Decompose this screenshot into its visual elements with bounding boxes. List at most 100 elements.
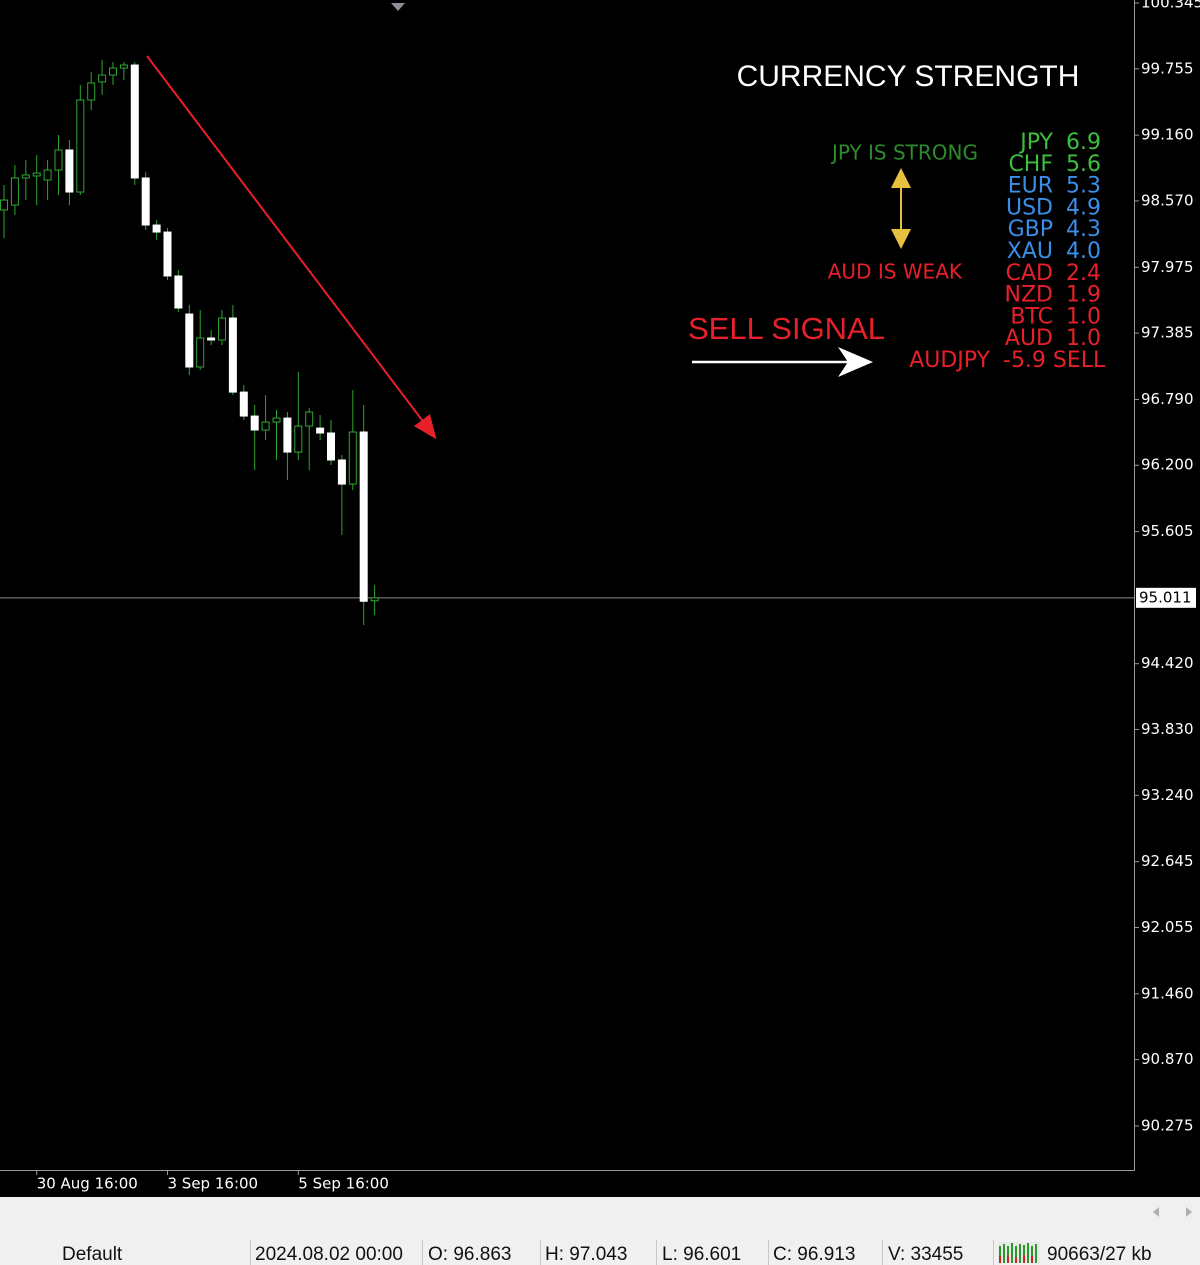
- status-high: H: 97.043: [545, 1244, 627, 1265]
- candle-body: [174, 275, 183, 309]
- y-tick-label: 90.275: [1141, 1116, 1194, 1134]
- candle-body: [163, 231, 172, 277]
- pair-signal: -5.9 SELL: [1003, 348, 1106, 373]
- y-tick-label: 99.160: [1141, 126, 1194, 144]
- candle-body: [337, 459, 346, 485]
- status-close: C: 96.913: [773, 1244, 855, 1265]
- candle-body: [283, 417, 292, 453]
- candle-body: [218, 317, 226, 341]
- candle-body: [141, 177, 150, 226]
- signal-label: SELL SIGNAL: [688, 311, 885, 346]
- currency-name: EUR: [1008, 174, 1053, 199]
- weak-label: AUD IS WEAK: [828, 260, 963, 284]
- x-tick-label: 5 Sep 16:00: [298, 1175, 389, 1193]
- candle-body: [152, 224, 161, 233]
- currency-name: BTC: [1010, 304, 1053, 329]
- candle-body: [130, 64, 139, 179]
- y-tick-label: 92.645: [1141, 852, 1194, 870]
- x-tick-label: 30 Aug 16:00: [37, 1175, 138, 1193]
- status-time: 2024.08.02 00:00: [255, 1244, 403, 1265]
- shift-marker[interactable]: [391, 3, 405, 11]
- indicator-title: CURRENCY STRENGTH: [737, 60, 1080, 93]
- candle-body: [239, 391, 248, 417]
- status-separators: [250, 1240, 994, 1265]
- currency-score: 6.9: [1066, 130, 1101, 155]
- candle-body: [294, 425, 303, 453]
- currency-name: NZD: [1005, 283, 1053, 308]
- candle-body: [109, 67, 117, 76]
- candle-body: [316, 427, 325, 434]
- currency-score: 2.4: [1066, 261, 1101, 286]
- plot-area: [0, 59, 1134, 626]
- connection-icon: [998, 1242, 1040, 1263]
- status-traffic: 90663/27 kb: [1047, 1244, 1152, 1265]
- y-tick-label: 100.345: [1141, 0, 1200, 12]
- status-volume: V: 33455: [888, 1244, 963, 1265]
- y-tick-label: 92.055: [1141, 918, 1194, 936]
- currency-score: 1.9: [1066, 283, 1101, 308]
- chart-background: [0, 0, 1200, 1197]
- candle-body: [250, 415, 259, 431]
- y-tick-label: 91.460: [1141, 984, 1194, 1002]
- y-tick-label: 93.830: [1141, 720, 1194, 738]
- last-price-box: [1136, 587, 1196, 608]
- currency-name: GBP: [1008, 217, 1053, 242]
- y-tick-label: 99.755: [1141, 59, 1194, 77]
- candle-body: [98, 74, 107, 83]
- y-tick-label: 97.975: [1141, 258, 1194, 276]
- status-profile: Default: [62, 1244, 123, 1265]
- currency-score: 5.3: [1066, 174, 1101, 199]
- currency-name: AUD: [1005, 326, 1053, 351]
- y-tick-label: 98.570: [1141, 191, 1194, 209]
- candle-body: [65, 149, 74, 193]
- candle-body: [21, 174, 30, 179]
- candle-body: [32, 172, 41, 177]
- currency-score: 1.0: [1066, 304, 1101, 329]
- candle-body: [185, 313, 194, 368]
- scroll-left[interactable]: [1153, 1207, 1159, 1217]
- candle-body: [196, 337, 205, 368]
- candle-body: [228, 317, 237, 393]
- status-low: L: 96.601: [662, 1244, 741, 1265]
- currency-score: 4.9: [1066, 195, 1101, 220]
- currency-score: 4.3: [1066, 217, 1101, 242]
- y-tick-label: 96.200: [1141, 456, 1194, 474]
- y-tick-label: 94.420: [1141, 654, 1194, 672]
- currency-score: 1.0: [1066, 326, 1101, 351]
- strong-label: JPY IS STRONG: [830, 141, 978, 165]
- candle-body: [43, 169, 52, 181]
- candle-body: [348, 431, 357, 485]
- last-price-label: 95.011: [1139, 588, 1192, 606]
- y-tick-label: 97.385: [1141, 324, 1194, 342]
- scroll-right[interactable]: [1186, 1207, 1192, 1217]
- x-tick-label: 3 Sep 16:00: [168, 1175, 259, 1193]
- candle-body: [305, 411, 314, 427]
- pair-name: AUDJPY: [909, 348, 990, 373]
- candle-body: [327, 432, 335, 461]
- currency-score: 5.6: [1066, 152, 1101, 177]
- candle-body: [76, 99, 85, 193]
- candle-body: [272, 417, 281, 423]
- candle-body: [54, 149, 63, 171]
- currency-name: CAD: [1006, 261, 1053, 286]
- y-tick-label: 93.240: [1141, 786, 1194, 804]
- strength-table: JPY 6.9 CHF 5.6 EUR 5.3 USD 4.9 GBP 4.3 XAU 4.0 CAD 2…: [1005, 130, 1101, 351]
- y-tick-label: 96.790: [1141, 390, 1194, 408]
- status-open: O: 96.863: [428, 1244, 511, 1265]
- candle-body: [10, 177, 19, 206]
- trend-arrow: [146, 55, 437, 440]
- y-tick-label: 90.870: [1141, 1050, 1194, 1068]
- candle-body: [0, 199, 8, 211]
- candle-body: [207, 337, 216, 341]
- y-tick-label: 95.605: [1141, 522, 1194, 540]
- currency-name: JPY: [1018, 130, 1053, 155]
- currency-name: XAU: [1007, 239, 1053, 264]
- candle-body: [370, 597, 379, 602]
- currency-score: 4.0: [1066, 239, 1101, 264]
- candle-body: [87, 82, 96, 101]
- currency-name: CHF: [1008, 152, 1053, 177]
- scroll-area: [0, 1197, 1200, 1240]
- candle-body: [261, 421, 270, 431]
- candle-body: [119, 64, 128, 69]
